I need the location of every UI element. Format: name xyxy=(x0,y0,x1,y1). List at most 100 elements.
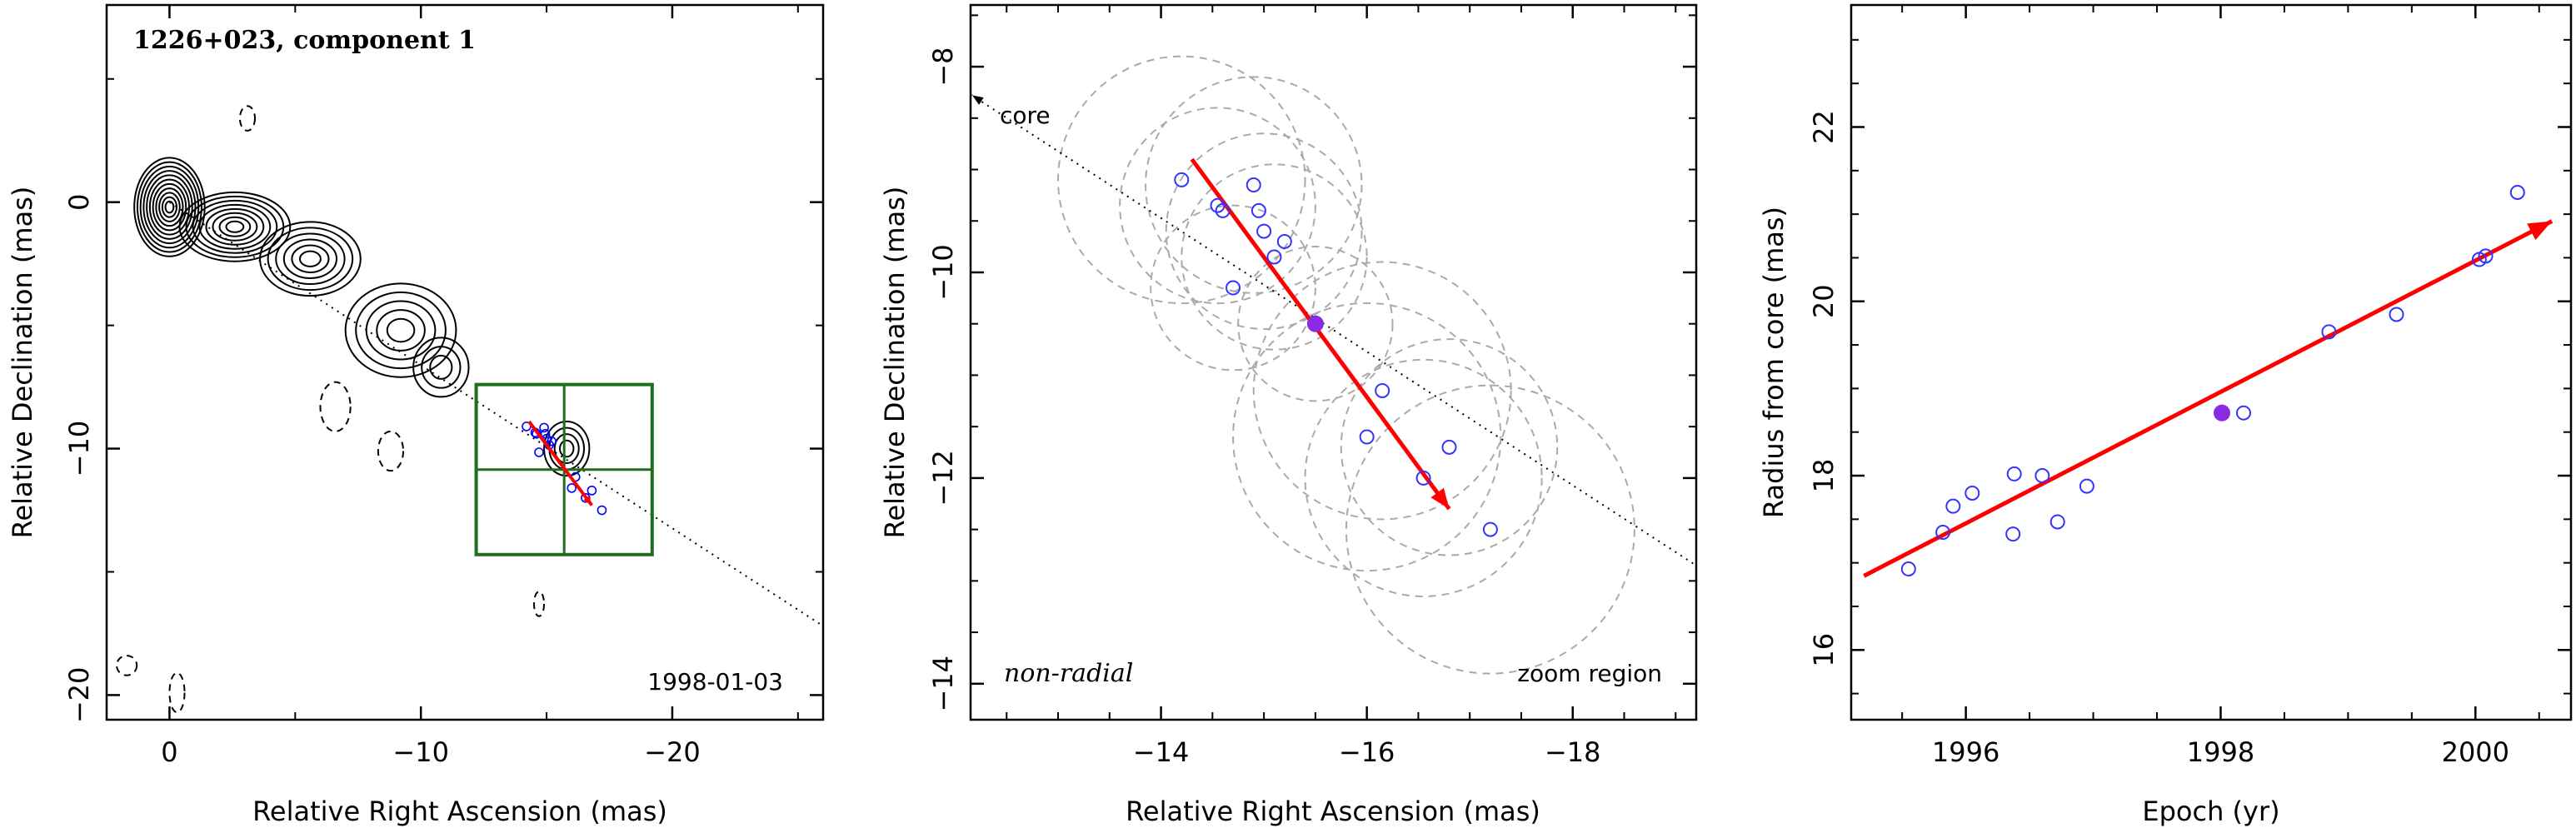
beam-size-circle xyxy=(1165,132,1363,330)
positive-contour xyxy=(198,203,272,250)
beam-size-circle xyxy=(1057,55,1306,305)
positive-contour xyxy=(559,439,575,458)
radius-data-point xyxy=(2509,184,2525,200)
contour-axis-ticks: 0 −10 −20 0 −10 −20 xyxy=(63,5,823,768)
component-position-marker xyxy=(547,436,557,446)
radius-x-axis-label: Epoch (yr) xyxy=(2142,796,2279,827)
contour-layer xyxy=(116,105,823,714)
radius-data-point xyxy=(2049,514,2065,530)
beam-size-circle xyxy=(1150,204,1316,372)
positive-contour xyxy=(192,199,278,254)
panel-contour-map: 0 −10 −20 0 −10 −20 1226+023, component 1 199… xyxy=(7,3,825,827)
contour-epoch-label: 1998-01-03 xyxy=(647,668,783,696)
negative-contour xyxy=(532,591,546,617)
positive-contour xyxy=(275,232,346,286)
radius-data-point xyxy=(2321,324,2337,340)
radius-data-point xyxy=(2389,307,2404,322)
beam-size-circle xyxy=(1252,261,1512,521)
positive-contour xyxy=(365,300,437,361)
x-tick-label: 1996 xyxy=(1932,736,1999,768)
radius-data-point xyxy=(2235,405,2251,421)
component-position-marker xyxy=(1266,249,1282,265)
positive-contour xyxy=(152,182,187,232)
motion-arrow-head xyxy=(583,496,592,506)
component-position-marker xyxy=(1210,197,1226,213)
positive-contour xyxy=(344,282,457,378)
radius-y-axis-label: Radius from core (mas) xyxy=(1758,207,1790,518)
zoom-region-annotation: zoom region xyxy=(1517,660,1662,687)
component-position-marker xyxy=(1226,280,1241,296)
positive-contour xyxy=(543,421,591,477)
y-tick-label: −14 xyxy=(927,656,959,712)
x-tick-label: −14 xyxy=(1133,736,1190,768)
negative-contour xyxy=(377,430,405,472)
component-position-marker xyxy=(1482,521,1498,537)
y-tick-label: 22 xyxy=(1808,110,1840,144)
radius-axis-ticks: 1996 1998 2000 16 18 20 22 xyxy=(1808,5,2571,768)
positive-contour xyxy=(218,216,252,237)
negative-contour xyxy=(116,655,138,676)
panel-zoom-region: −14 −16 −18 −8 −10 −12 −14 core non-radial zoo… xyxy=(879,3,1698,827)
beam-size-circle xyxy=(1232,302,1502,572)
zoom-layer xyxy=(971,55,1696,675)
positive-contour xyxy=(386,317,416,343)
radius-axes-frame xyxy=(1850,3,2573,721)
beam-size-circle xyxy=(1340,338,1559,556)
beam-size-circle xyxy=(1181,163,1368,351)
positive-contour xyxy=(291,244,330,273)
component-position-marker xyxy=(539,422,549,433)
radius-data-point xyxy=(2006,466,2022,481)
current-epoch-marker xyxy=(1306,315,1324,332)
component-position-marker xyxy=(1174,172,1190,187)
zoom-x-axis-label: Relative Right Ascension (mas) xyxy=(1126,796,1540,827)
contour-x-axis-label: Relative Right Ascension (mas) xyxy=(252,796,667,827)
negative-contour xyxy=(168,671,186,714)
y-tick-label: −20 xyxy=(63,667,95,724)
radial-direction-line xyxy=(971,93,1696,566)
y-tick-label: −12 xyxy=(927,450,959,506)
zoom-y-axis-label: Relative Declination (mas) xyxy=(879,187,911,539)
radius-data-point xyxy=(2079,478,2094,494)
positive-contour xyxy=(212,212,258,242)
positive-contour xyxy=(161,196,178,218)
panel-radius-epoch: 1996 1998 2000 16 18 20 22 Epoch (yr) Radius f… xyxy=(1758,3,2573,827)
component-position-marker xyxy=(540,428,551,439)
radial-direction-line xyxy=(168,201,823,627)
y-tick-label: −10 xyxy=(63,421,95,477)
motion-arrow-head xyxy=(1430,487,1450,509)
y-tick-label: −10 xyxy=(927,244,959,301)
beam-size-circle xyxy=(1345,384,1635,675)
positive-contour xyxy=(133,157,206,257)
radius-plot-area xyxy=(1863,184,2554,578)
positive-contour xyxy=(158,192,181,222)
component-position-marker xyxy=(1251,202,1266,218)
positive-contour xyxy=(412,337,470,398)
y-tick-label: 18 xyxy=(1808,459,1840,493)
beam-size-circle xyxy=(1237,246,1394,402)
component-position-marker xyxy=(597,505,607,516)
contour-plot-area xyxy=(116,105,823,714)
radius-data-point xyxy=(1935,525,1951,541)
positive-contour xyxy=(259,221,362,297)
radius-data-point xyxy=(1900,561,1916,576)
component-position-marker xyxy=(1256,223,1272,239)
y-tick-label: 16 xyxy=(1808,633,1840,667)
radius-data-point xyxy=(2034,468,2050,484)
component-position-marker xyxy=(1415,470,1431,486)
x-tick-label: −18 xyxy=(1545,736,1601,768)
core-direction-arrowhead xyxy=(972,95,984,105)
positive-contour xyxy=(553,433,580,464)
component-position-marker xyxy=(1276,233,1292,249)
zoom-plot-area xyxy=(971,55,1696,675)
component-position-marker xyxy=(1359,429,1375,445)
radius-data-point xyxy=(1945,498,1961,514)
positive-contour xyxy=(136,161,202,253)
component-position-marker xyxy=(1441,439,1457,455)
motion-type-annotation: non-radial xyxy=(1004,659,1133,688)
zoom-axis-ticks: −14 −16 −18 −8 −10 −12 −14 xyxy=(927,5,1696,768)
beam-size-circle xyxy=(1119,107,1316,305)
component-position-marker xyxy=(1375,382,1390,398)
contour-title: 1226+023, component 1 xyxy=(133,26,476,55)
positive-contour xyxy=(155,187,184,227)
y-tick-label: 20 xyxy=(1808,284,1840,318)
